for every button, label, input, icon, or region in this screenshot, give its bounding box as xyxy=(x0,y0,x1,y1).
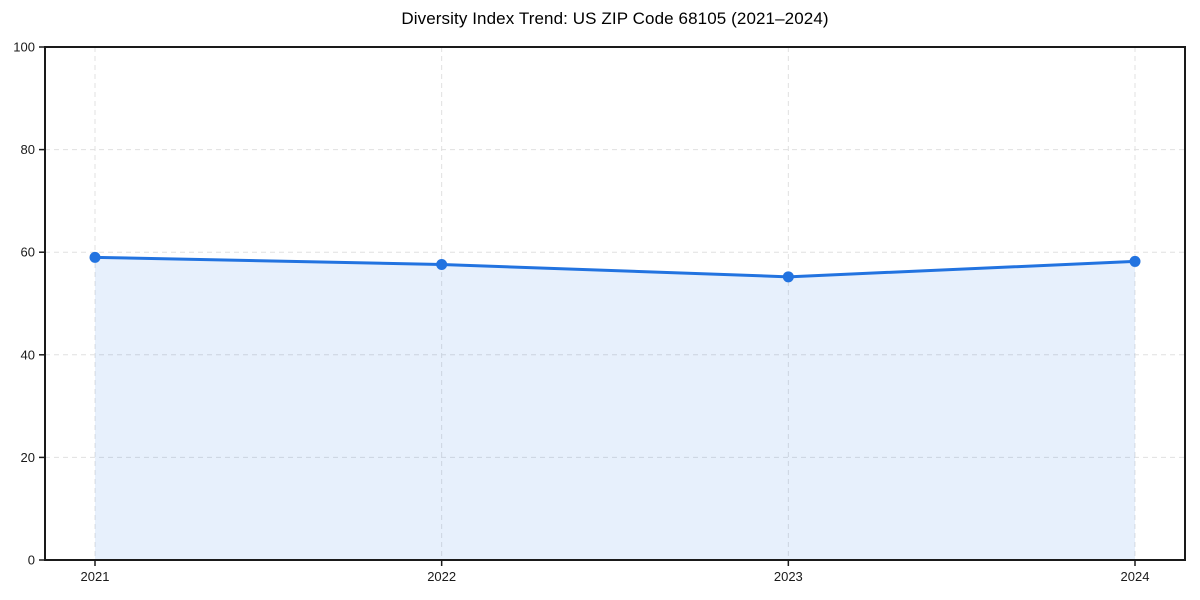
y-tick-label: 60 xyxy=(21,245,35,260)
data-point-2021 xyxy=(89,251,101,263)
y-tick-label: 0 xyxy=(28,553,35,568)
x-tick-label: 2024 xyxy=(1121,569,1150,584)
area-fill xyxy=(95,257,1135,560)
chart-title: Diversity Index Trend: US ZIP Code 68105… xyxy=(401,9,829,28)
trend-line xyxy=(93,255,1137,279)
y-tick-label: 100 xyxy=(13,40,35,55)
data-point-2023 xyxy=(782,271,794,283)
x-tick-label: 2023 xyxy=(774,569,803,584)
plot-frame xyxy=(44,46,1186,561)
y-tick-label: 20 xyxy=(21,450,35,465)
y-tick-label: 80 xyxy=(21,142,35,157)
data-point-2024 xyxy=(1129,255,1141,267)
y-tick-label: 40 xyxy=(21,347,35,362)
x-tick-label: 2022 xyxy=(427,569,456,584)
data-point-2022 xyxy=(436,259,448,271)
x-tick-label: 2021 xyxy=(81,569,110,584)
